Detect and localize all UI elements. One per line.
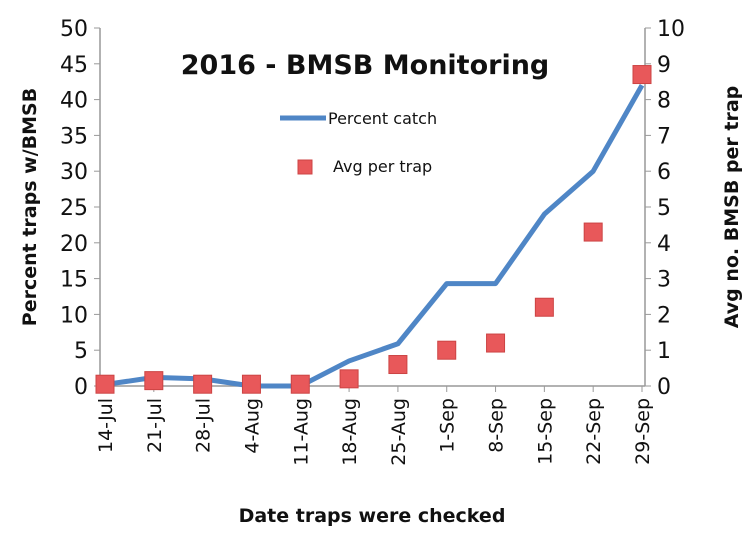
chart-title: 2016 - BMSB Monitoring — [181, 50, 550, 81]
y-axis-label: Percent traps w/BMSB — [19, 88, 41, 326]
avg-per-trap-point — [486, 333, 506, 353]
avg-per-trap-point — [193, 374, 213, 394]
y2-tick-label: 7 — [657, 124, 671, 149]
avg-per-trap-point — [388, 355, 408, 375]
y2-tick-label: 8 — [657, 89, 671, 114]
y2-tick-label: 9 — [657, 53, 671, 78]
avg-per-trap-point — [534, 297, 554, 317]
y2-tick-label: 3 — [657, 268, 671, 293]
y-tick-label: 10 — [60, 303, 88, 328]
avg-per-trap-point — [144, 371, 164, 391]
x-tick-label: 8-Sep — [486, 398, 508, 453]
y2-axis-label: Avg no. BMSB per trap — [721, 86, 743, 329]
percent-catch-line — [104, 84, 645, 389]
avg-per-trap-point — [339, 369, 359, 389]
x-tick-label: 21-Jul — [144, 398, 166, 453]
y-tick-label: 50 — [60, 17, 88, 42]
x-tick-label: 4-Aug — [241, 398, 263, 454]
y-tick-label: 35 — [60, 124, 88, 149]
legend-label-percent-catch: Percent catch — [328, 109, 437, 128]
x-tick-label: 22-Sep — [583, 398, 605, 465]
legend-label-avg-per-trap: Avg per trap — [333, 157, 432, 176]
y2-tick-label: 2 — [657, 303, 671, 328]
x-tick-label: 15-Sep — [534, 398, 556, 465]
y-tick-label: 15 — [60, 268, 88, 293]
y-tick-label: 25 — [60, 196, 88, 221]
x-axis-label: Date traps were checked — [239, 505, 506, 527]
y-tick-label: 45 — [60, 53, 88, 78]
x-tick-label: 14-Jul — [95, 398, 117, 453]
y-tick-label: 20 — [60, 232, 88, 257]
avg-per-trap-point — [241, 374, 261, 394]
avg-per-trap-point — [290, 374, 310, 394]
x-tick-label: 28-Jul — [193, 398, 215, 453]
x-tick-label: 29-Sep — [632, 398, 654, 465]
x-tick-label: 1-Sep — [437, 398, 459, 453]
y-tick-label: 0 — [74, 375, 88, 400]
x-tick-label: 18-Aug — [339, 398, 361, 466]
y2-tick-label: 10 — [657, 17, 685, 42]
y2-tick-label: 4 — [657, 232, 671, 257]
avg-per-trap-point — [583, 222, 603, 242]
avg-per-trap-point — [632, 65, 652, 85]
y2-tick-label: 5 — [657, 196, 671, 221]
legend: Percent catch Avg per trap — [280, 109, 437, 176]
y2-tick-label: 1 — [657, 339, 671, 364]
y2-tick-label: 0 — [657, 375, 671, 400]
avg-per-trap-point — [95, 374, 115, 394]
y2-tick-label: 6 — [657, 160, 671, 185]
legend-square-swatch — [297, 159, 313, 175]
avg-per-trap-point — [437, 340, 457, 360]
y-tick-label: 40 — [60, 89, 88, 114]
y-tick-label: 5 — [74, 339, 88, 364]
x-tick-label: 11-Aug — [290, 398, 312, 466]
y-tick-label: 30 — [60, 160, 88, 185]
x-tick-label: 25-Aug — [388, 398, 410, 466]
